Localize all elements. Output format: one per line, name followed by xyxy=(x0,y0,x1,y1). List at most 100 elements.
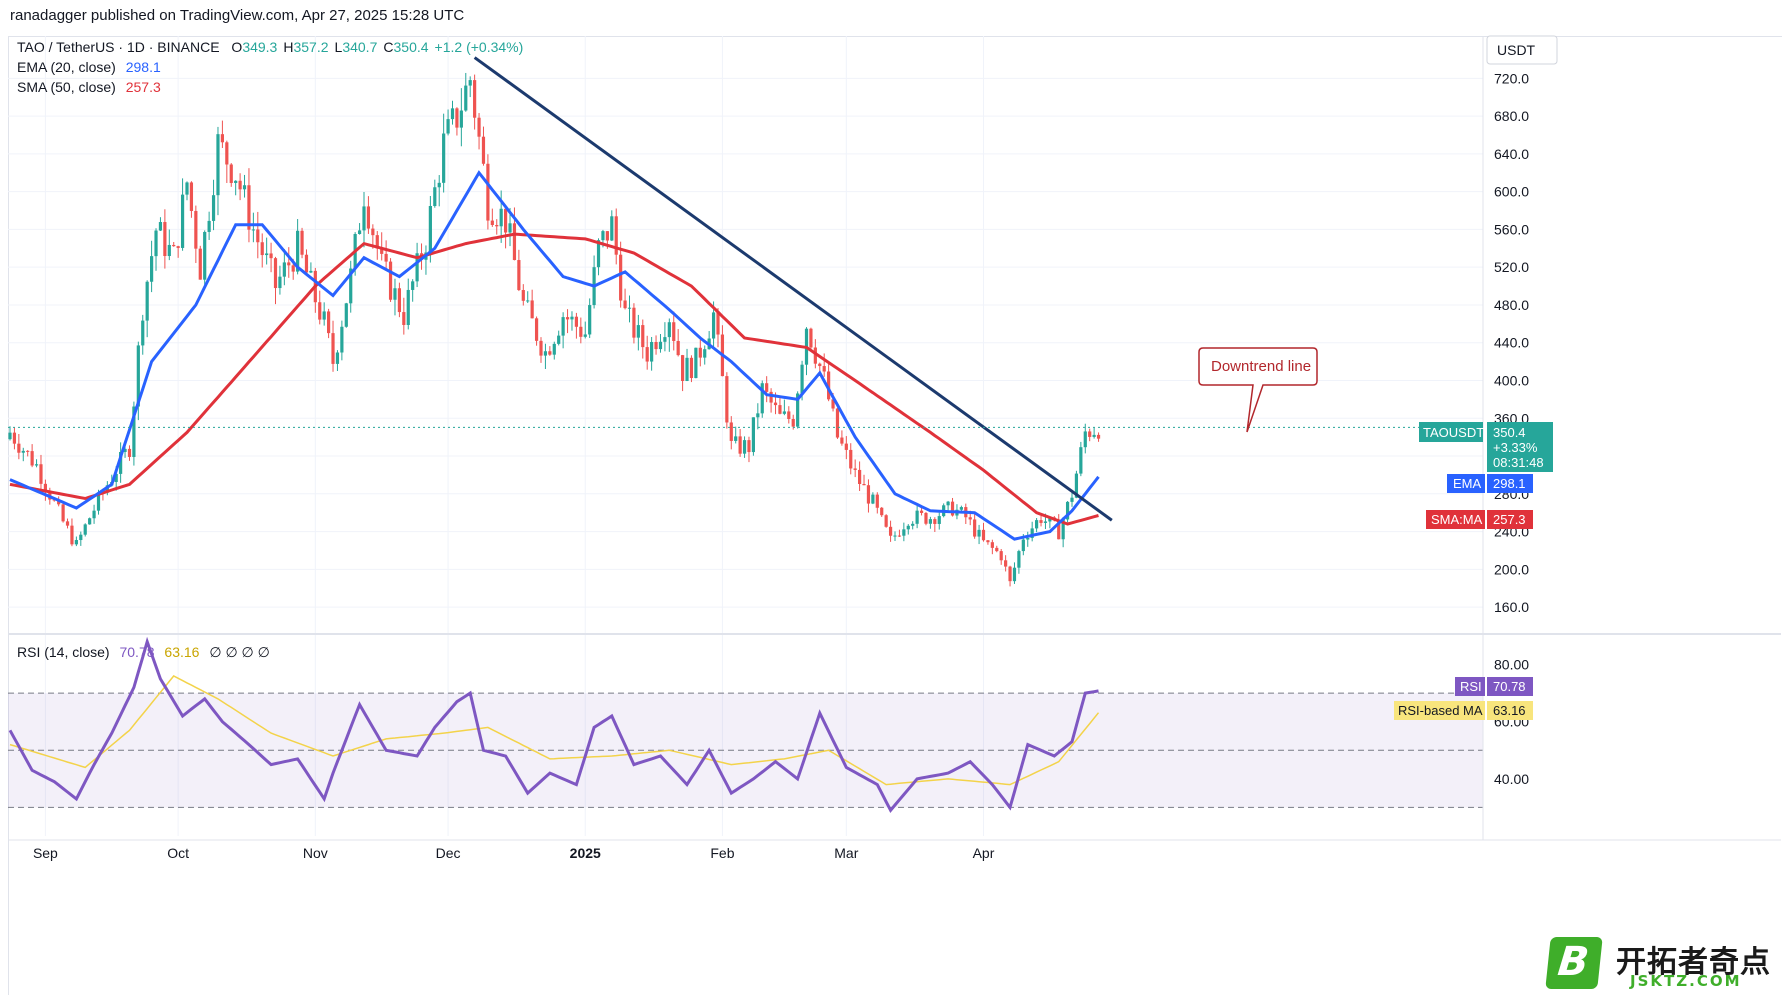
candle-body xyxy=(247,185,251,230)
price-tick-label: 400.0 xyxy=(1494,372,1529,388)
candle-body xyxy=(906,525,910,530)
candle-body xyxy=(79,534,83,541)
candle-body xyxy=(415,253,419,282)
candle-body xyxy=(517,260,521,291)
candle-body xyxy=(950,501,955,516)
candle-body xyxy=(1096,434,1101,439)
candle-body xyxy=(765,383,769,392)
sma-line xyxy=(9,232,1099,526)
candle-body xyxy=(849,449,853,469)
candle-body xyxy=(831,399,835,409)
candle-body xyxy=(499,208,503,227)
currency-box xyxy=(1486,35,1558,65)
candle-body xyxy=(791,418,795,427)
candle-body xyxy=(937,516,941,524)
candle-body xyxy=(8,432,12,440)
ema-legend[interactable]: EMA (20, close) 298.1 xyxy=(17,59,161,75)
rsi-legend[interactable]: RSI (14, close) 70.78 63.16 ∅ ∅ ∅ ∅ xyxy=(17,644,270,661)
brand-url: JSKTZ.COM xyxy=(1630,972,1742,990)
symbol-badge-text: TAOUSDT xyxy=(1423,425,1484,440)
rsi-legend-label: RSI (14, close) xyxy=(17,644,110,660)
ema-legend-label: EMA (20, close) xyxy=(17,59,116,75)
candle-body xyxy=(539,340,543,356)
rsi-legend-value: 70.78 xyxy=(119,644,155,660)
candle-body xyxy=(1021,539,1025,552)
candle-body xyxy=(1004,560,1008,567)
downtrend-line[interactable] xyxy=(473,56,1113,522)
candle-body xyxy=(176,246,180,248)
currency-label: USDT xyxy=(1497,42,1536,58)
candle-body xyxy=(570,316,574,320)
sma-legend-value: 257.3 xyxy=(125,79,161,95)
downtrend-annotation[interactable]: Downtrend line xyxy=(1198,347,1318,433)
candle-body xyxy=(34,464,39,466)
chart-frame xyxy=(8,36,1782,995)
price-badges: USDT TAOUSDT 350.4 +3.33% 08:31:48 EMA 2… xyxy=(1394,35,1558,720)
ema-line xyxy=(9,170,1100,541)
candle-body xyxy=(711,312,716,339)
candle-body xyxy=(760,383,764,414)
candle-body xyxy=(216,134,220,196)
candle-body xyxy=(672,322,676,342)
candle-body xyxy=(167,244,171,257)
time-tick-label: Nov xyxy=(303,845,328,861)
ohlc-change: +1.2 (+0.34%) xyxy=(434,39,524,55)
candle-body xyxy=(530,300,534,319)
candle-body xyxy=(450,108,455,120)
candle-body xyxy=(968,517,972,520)
price-axis[interactable]: 720.0 680.0 640.0 600.0 560.0 520.0 480.0 440.0… xyxy=(1494,70,1529,615)
candle-body xyxy=(742,440,747,454)
sma-legend[interactable]: SMA (50, close) 257.3 xyxy=(17,79,161,95)
candle-body xyxy=(83,524,87,535)
candle-body xyxy=(601,231,605,241)
candle-body xyxy=(734,436,738,441)
candle-body xyxy=(610,216,614,241)
candle-body xyxy=(915,510,919,524)
candle-body xyxy=(220,134,224,143)
candle-body xyxy=(203,231,207,280)
candle-body xyxy=(508,223,512,233)
candle-body xyxy=(327,311,331,334)
candle-body xyxy=(411,281,415,290)
candle-body xyxy=(862,483,866,486)
candle-body xyxy=(928,519,932,524)
candle-body xyxy=(1035,520,1039,529)
rsi-line xyxy=(8,636,1099,813)
candle-body xyxy=(300,230,304,255)
ohlc-c: C350.4 xyxy=(383,39,429,55)
candle-body xyxy=(623,300,627,309)
price-tick-label: 680.0 xyxy=(1494,108,1529,124)
ohlc-l: L340.7 xyxy=(334,39,378,55)
candle-body xyxy=(234,180,238,183)
candle-body xyxy=(658,341,663,350)
candle-body xyxy=(331,333,335,364)
candle-body xyxy=(468,80,472,86)
price-tick-label: 480.0 xyxy=(1494,297,1529,313)
ema-value-text: 298.1 xyxy=(1493,476,1526,491)
candle-body xyxy=(189,182,194,211)
annotation-bubble xyxy=(1198,347,1318,433)
candle-body xyxy=(667,322,671,338)
candle-body xyxy=(756,413,760,418)
time-axis[interactable]: Sep Oct Nov Dec 2025 Feb Mar Apr xyxy=(33,845,995,861)
candle-body xyxy=(694,347,698,379)
candle-body xyxy=(1074,473,1079,498)
candle-body xyxy=(92,510,96,519)
candle-body xyxy=(990,542,994,548)
candle-body xyxy=(318,302,322,320)
candle-body xyxy=(1017,551,1021,568)
candle-body xyxy=(986,540,990,543)
candle-body xyxy=(455,108,459,128)
candlestick-series xyxy=(8,72,1101,587)
sma-tag-text: SMA:MA xyxy=(1431,512,1483,527)
brand-watermark[interactable]: B 开拓者奇点 JSKTZ.COM xyxy=(1545,935,1791,994)
candle-body xyxy=(282,262,286,277)
candle-body xyxy=(260,242,264,256)
candle-body xyxy=(729,422,733,441)
symbol-legend[interactable]: TAO / TetherUS · 1D · BINANCE O349.3 H357… xyxy=(17,39,523,55)
candle-body xyxy=(30,451,34,466)
candle-body xyxy=(65,521,70,526)
candle-body xyxy=(304,254,309,273)
